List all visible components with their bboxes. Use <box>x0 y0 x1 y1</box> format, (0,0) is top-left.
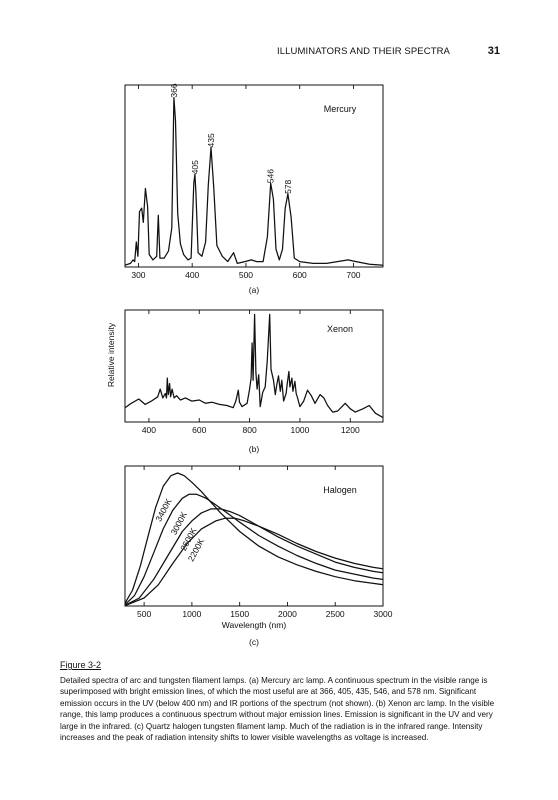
lamp-label: Halogen <box>323 485 357 495</box>
running-head: ILLUMINATORS AND THEIR SPECTRA <box>277 46 450 57</box>
series-line <box>124 517 384 607</box>
line-annotation: 546 <box>266 169 276 183</box>
page-number: 31 <box>487 45 500 57</box>
caption-text: Detailed spectra of arc and tungsten fil… <box>60 675 495 743</box>
halogen-panel: 500 1000 1500 2000 2500 30003400K3000K2600K22… <box>124 465 393 647</box>
x-tick-label: 600 <box>192 425 206 435</box>
panel-sublabel: (a) <box>249 285 260 295</box>
x-tick-label: 2500 <box>326 609 345 619</box>
figure-3-2: 300 400 500 600 700 366 405 435 546 578 Mercury (a)… <box>106 83 393 647</box>
plot-frame <box>124 84 384 268</box>
line-annotation: 3400K <box>153 496 174 523</box>
series-line <box>124 313 384 419</box>
x-tick-label: 700 <box>346 270 360 280</box>
x-tick-label: 600 <box>293 270 307 280</box>
series-line <box>124 508 384 606</box>
x-tick-label: 500 <box>137 609 151 619</box>
x-tick-label: 500 <box>239 270 253 280</box>
line-annotation: 435 <box>206 133 216 147</box>
figure-caption: Figure 3-2 Detailed spectra of arc and t… <box>60 660 510 744</box>
page-header: ILLUMINATORS AND THEIR SPECTRA 31 <box>0 45 558 62</box>
x-tick-label: 1000 <box>182 609 201 619</box>
x-tick-label: 300 <box>131 270 145 280</box>
plot-frame <box>124 309 384 423</box>
x-tick-label: 2000 <box>278 609 297 619</box>
x-tick-label: 3000 <box>374 609 393 619</box>
line-annotation: 578 <box>283 179 293 193</box>
lamp-label: Mercury <box>324 104 357 114</box>
x-tick-label: 800 <box>243 425 257 435</box>
x-tick-label: 400 <box>185 270 199 280</box>
x-axis-label: Wavelength (nm) <box>222 620 287 630</box>
series-line <box>124 493 384 606</box>
line-annotation: 366 <box>169 83 179 97</box>
mercury-panel: 300 400 500 600 700 366 405 435 546 578 Mercury (a) <box>124 83 384 295</box>
plot-frame <box>124 465 384 607</box>
panel-sublabel: (b) <box>249 444 260 454</box>
x-tick-label: 400 <box>142 425 156 435</box>
x-tick-label: 1000 <box>290 425 309 435</box>
x-tick-label: 1500 <box>230 609 249 619</box>
lamp-label: Xenon <box>327 324 353 334</box>
series-line <box>124 96 384 266</box>
panel-sublabel: (c) <box>249 637 259 647</box>
line-annotation: 405 <box>190 160 200 174</box>
caption-title: Figure 3-2 <box>60 660 102 670</box>
x-tick-label: 1200 <box>341 425 360 435</box>
y-axis-label: Relative intensity <box>106 322 116 387</box>
xenon-panel: 400 600 800 1000 1200 Xenon (b) <box>124 309 384 454</box>
